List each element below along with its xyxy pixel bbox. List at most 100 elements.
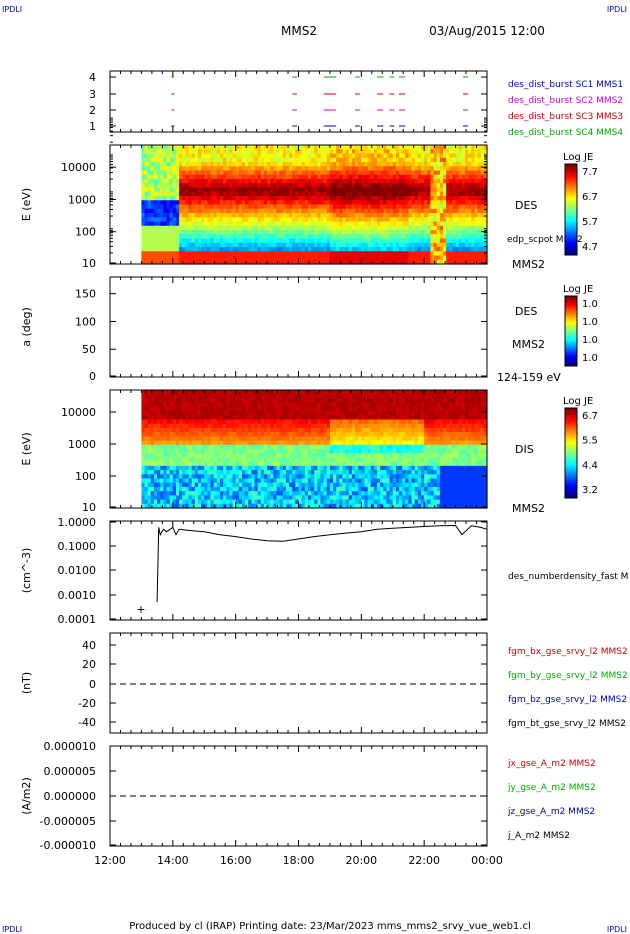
des-spectrogram-cell bbox=[421, 145, 425, 150]
des-spectrogram-cell bbox=[345, 238, 350, 244]
des-spectrogram-cell bbox=[289, 149, 293, 155]
dis-spectrogram-cell bbox=[213, 465, 218, 471]
des-spectrogram-cell bbox=[273, 221, 278, 227]
des-spectrogram-cell bbox=[238, 174, 243, 180]
des-spectrogram-cell bbox=[386, 170, 391, 176]
des-spectrogram-cell bbox=[345, 196, 350, 201]
des-spectrogram-cell bbox=[260, 170, 265, 176]
des-spectrogram-cell bbox=[314, 259, 318, 265]
des-spectrogram-cell bbox=[461, 196, 466, 201]
des-spectrogram-cell bbox=[289, 208, 293, 214]
des-spectrogram-cell bbox=[468, 187, 472, 193]
dis-spectrogram-cell bbox=[292, 482, 296, 488]
dis-spectrogram-cell bbox=[175, 453, 180, 459]
dis-spectrogram-cell bbox=[157, 411, 161, 416]
des-spectrogram-cell bbox=[339, 204, 344, 210]
des-spectrogram-cell bbox=[210, 217, 215, 223]
dis-spectrogram-cell bbox=[232, 423, 237, 429]
des-spectrogram-cell bbox=[474, 238, 479, 244]
des-spectrogram-cell bbox=[383, 153, 388, 159]
dis-spectrogram-cell bbox=[223, 491, 227, 496]
des-spectrogram-cell bbox=[207, 204, 212, 210]
dis-spectrogram-cell bbox=[260, 411, 265, 416]
des-spectrogram-cell bbox=[414, 153, 419, 159]
des-spectrogram-cell bbox=[207, 187, 212, 193]
des-spectrogram-cell bbox=[289, 234, 293, 240]
dis-spectrogram-cell bbox=[141, 465, 146, 471]
des-spectrogram-cell bbox=[157, 162, 161, 167]
des-spectrogram-cell bbox=[326, 170, 331, 176]
des-spectrogram-cell bbox=[295, 187, 300, 193]
des-spectrogram-cell bbox=[342, 174, 347, 180]
dis-spectrogram-cell bbox=[175, 411, 180, 416]
des-spectrogram-cell bbox=[342, 204, 347, 210]
dis-spectrogram-cell bbox=[201, 394, 205, 400]
des-spectrogram-cell bbox=[213, 221, 218, 227]
dis-spectrogram-cell bbox=[282, 457, 287, 463]
des-spectrogram-cell bbox=[257, 208, 262, 214]
dis-spectrogram-cell bbox=[257, 465, 262, 471]
des-pitch-colorbar-band bbox=[565, 343, 577, 346]
dis-spectrogram-cell bbox=[263, 478, 268, 484]
des-spectrogram-cell bbox=[377, 238, 381, 244]
des-spectrogram-cell bbox=[166, 157, 171, 163]
dis-spectrogram-cell bbox=[175, 491, 180, 496]
des-spectrogram-cell bbox=[370, 230, 375, 235]
des-spectrogram-cell bbox=[257, 247, 262, 252]
des-spectrogram-cell bbox=[267, 179, 271, 184]
des-spectrogram-cell bbox=[169, 145, 174, 150]
des-spectrogram-cell bbox=[226, 225, 230, 231]
des-spectrogram-cell bbox=[336, 157, 340, 163]
des-spectrogram-cell bbox=[267, 213, 271, 218]
dis-spectrogram-cell bbox=[292, 465, 296, 471]
dis-spectrogram-cell bbox=[185, 491, 190, 496]
des-spectrogram-cell bbox=[147, 208, 152, 214]
des-spectrogram-cell bbox=[191, 153, 196, 159]
des-spectrogram-cell bbox=[175, 247, 180, 252]
des-spectrogram-cell bbox=[455, 166, 460, 172]
des-spectrogram-cell bbox=[238, 179, 243, 184]
des-pitch-colorbar-band bbox=[565, 336, 577, 339]
des-spectrogram-cell bbox=[248, 166, 252, 172]
dis-spectrogram-cell bbox=[245, 461, 249, 467]
dis-spectrogram-cell bbox=[282, 470, 287, 475]
des-spectrogram-cell bbox=[210, 191, 215, 197]
des-pitch-colorbar-band bbox=[565, 313, 577, 316]
des-spectrogram-cell bbox=[213, 170, 218, 176]
dis-spectrogram-cell bbox=[201, 415, 205, 421]
des-spectrogram-cell bbox=[348, 196, 353, 201]
des-spectrogram-cell bbox=[213, 149, 218, 155]
des-spectrogram-cell bbox=[216, 200, 221, 206]
dis-spectrogram-cell bbox=[201, 482, 205, 488]
des-spectrogram-cell bbox=[172, 196, 177, 201]
dis-spectrogram-cell bbox=[194, 427, 199, 433]
dis-spectrogram-cell bbox=[248, 432, 252, 437]
dis-spectrogram-cell bbox=[172, 449, 177, 454]
dis-spectrogram-cell bbox=[282, 486, 287, 492]
des-spectrogram-cell bbox=[389, 157, 394, 163]
des-spectrogram-cell bbox=[144, 183, 149, 189]
des-spectrogram-cell bbox=[175, 242, 180, 248]
des-spectrogram-cell bbox=[377, 145, 381, 150]
des-spectrogram-cell bbox=[248, 221, 252, 227]
des-spectrogram-cell bbox=[216, 149, 221, 155]
dis-spectrogram-cell bbox=[157, 482, 161, 488]
dis-spectrogram-cell bbox=[276, 478, 281, 484]
dis-spectrogram-cell bbox=[229, 495, 234, 501]
des-spectrogram-cell bbox=[439, 191, 444, 197]
dis-spectrogram-cell bbox=[144, 470, 149, 475]
des-spectrogram-cell bbox=[449, 170, 454, 176]
dis-spectrogram-cell bbox=[292, 427, 296, 433]
dis-spectrogram-cell bbox=[182, 503, 186, 509]
dis-spectrogram-cell bbox=[298, 486, 303, 492]
des-spectrogram-cell bbox=[257, 204, 262, 210]
des-spectrogram-cell bbox=[351, 221, 356, 227]
des-spectrogram-cell bbox=[150, 217, 155, 223]
des-spectrogram-cell bbox=[175, 221, 180, 227]
dis-spectrogram-cell bbox=[292, 394, 296, 400]
dis-spectrogram-cell bbox=[188, 453, 193, 459]
des-spectrogram-cell bbox=[417, 213, 422, 218]
des-spectrogram-cell bbox=[160, 149, 165, 155]
des-spectrogram-cell bbox=[461, 153, 466, 159]
